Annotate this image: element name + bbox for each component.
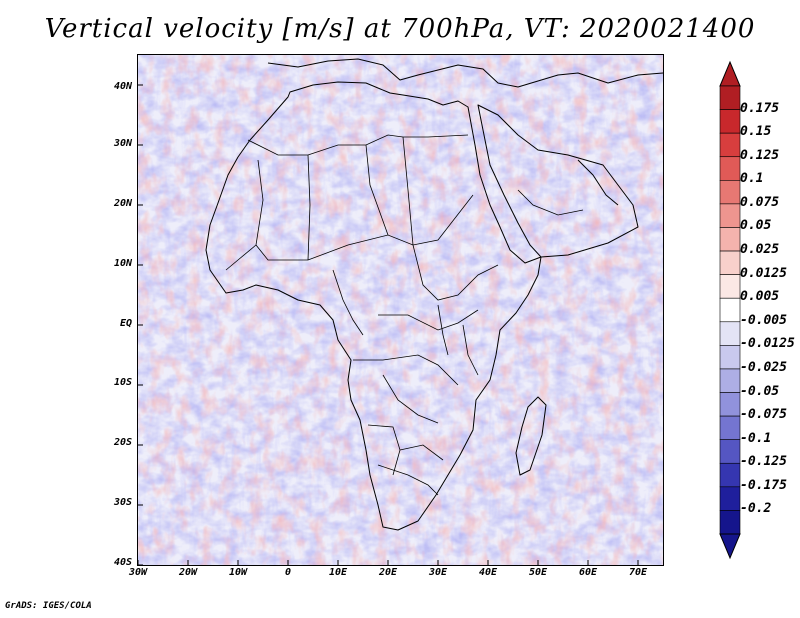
colorbar-swatch bbox=[719, 274, 741, 299]
colorbar-label: 0.005 bbox=[740, 289, 780, 305]
colorbar-label: -0.05 bbox=[740, 383, 780, 399]
lon-label-10e: 10E bbox=[328, 567, 348, 578]
colorbar-label: 0.05 bbox=[740, 218, 772, 234]
colorbar-swatch bbox=[719, 250, 741, 275]
colorbar-label: 0.025 bbox=[740, 242, 780, 258]
colorbar-bottom-triangle bbox=[719, 533, 741, 560]
colorbar-label: 0.15 bbox=[740, 124, 772, 140]
lon-label-50e: 50E bbox=[528, 567, 548, 578]
colorbar-label: -0.025 bbox=[740, 359, 787, 375]
chart-title: Vertical velocity [m/s] at 700hPa, VT: 2… bbox=[44, 14, 756, 44]
madagascar-coastline bbox=[515, 396, 547, 476]
lon-label-40e: 40E bbox=[478, 567, 498, 578]
axis-ticks bbox=[138, 84, 639, 565]
lon-label-70e: 70E bbox=[628, 567, 648, 578]
lon-label-60e: 60E bbox=[578, 567, 598, 578]
colorbar-swatch bbox=[719, 132, 741, 158]
colorbar-swatch bbox=[719, 85, 741, 110]
field-texture bbox=[138, 55, 663, 565]
lat-label-30n: 30N bbox=[113, 138, 132, 149]
colorbar-label: -0.0125 bbox=[740, 336, 795, 352]
colorbar-label: -0.005 bbox=[740, 312, 787, 328]
colorbar-label: 0.075 bbox=[740, 194, 780, 210]
colorbar-label: -0.2 bbox=[740, 501, 772, 517]
colorbar-swatch bbox=[719, 297, 741, 323]
map-plot-area bbox=[137, 54, 664, 566]
grads-credit: GrADS: IGES/COLA bbox=[5, 601, 92, 611]
europe-coastline bbox=[267, 58, 663, 88]
africa-coastline bbox=[205, 81, 542, 531]
colorbar-swatch bbox=[719, 415, 741, 440]
lon-label-30e: 30E bbox=[428, 567, 448, 578]
persian-gulf-coastline bbox=[577, 159, 619, 206]
colorbar-label: 0.1 bbox=[740, 171, 764, 187]
colorbar-swatch bbox=[719, 227, 741, 252]
lat-label-30s: 30S bbox=[113, 497, 132, 508]
colorbar-swatch bbox=[719, 486, 741, 511]
colorbar-label: -0.125 bbox=[740, 454, 787, 470]
vertical-velocity-map bbox=[138, 55, 663, 565]
lat-label-10n: 10N bbox=[113, 258, 132, 269]
colorbar-top-triangle bbox=[719, 60, 741, 87]
colorbar-swatch bbox=[719, 368, 741, 393]
colorbar-swatch bbox=[719, 180, 741, 205]
colorbar-swatch bbox=[719, 321, 741, 346]
colorbar-label: -0.075 bbox=[740, 407, 787, 423]
lat-label-40n: 40N bbox=[113, 81, 132, 92]
lon-label-0: 0 bbox=[284, 567, 292, 578]
colorbar-label: -0.175 bbox=[740, 477, 787, 493]
lat-label-20s: 20S bbox=[113, 437, 132, 448]
lat-label-eq: EQ bbox=[119, 318, 132, 329]
colorbar-swatch bbox=[719, 439, 741, 464]
lon-label-20e: 20E bbox=[378, 567, 398, 578]
coastlines bbox=[205, 58, 663, 531]
colorbar-swatch bbox=[719, 462, 741, 488]
arabia-coastline bbox=[477, 104, 639, 258]
colorbar-swatch bbox=[719, 392, 741, 417]
colorbar-swatch bbox=[719, 109, 741, 134]
colorbar-swatch bbox=[719, 345, 741, 370]
lat-label-20n: 20N bbox=[113, 198, 132, 209]
lon-label-20w: 20W bbox=[178, 567, 198, 578]
colorbar-swatch bbox=[719, 510, 741, 535]
colorbar-swatch bbox=[719, 203, 741, 228]
colorbar-label: 0.125 bbox=[740, 147, 780, 163]
colorbar bbox=[719, 60, 741, 560]
lat-label-10s: 10S bbox=[113, 377, 132, 388]
lon-label-10w: 10W bbox=[228, 567, 248, 578]
colorbar-label: 0.175 bbox=[740, 100, 780, 116]
colorbar-label: -0.1 bbox=[740, 430, 772, 446]
lat-label-40s: 40S bbox=[113, 557, 132, 568]
colorbar-swatch bbox=[719, 156, 741, 181]
colorbar-label: 0.0125 bbox=[740, 265, 787, 281]
country-borders bbox=[225, 134, 584, 496]
lon-label-30w: 30W bbox=[128, 567, 148, 578]
